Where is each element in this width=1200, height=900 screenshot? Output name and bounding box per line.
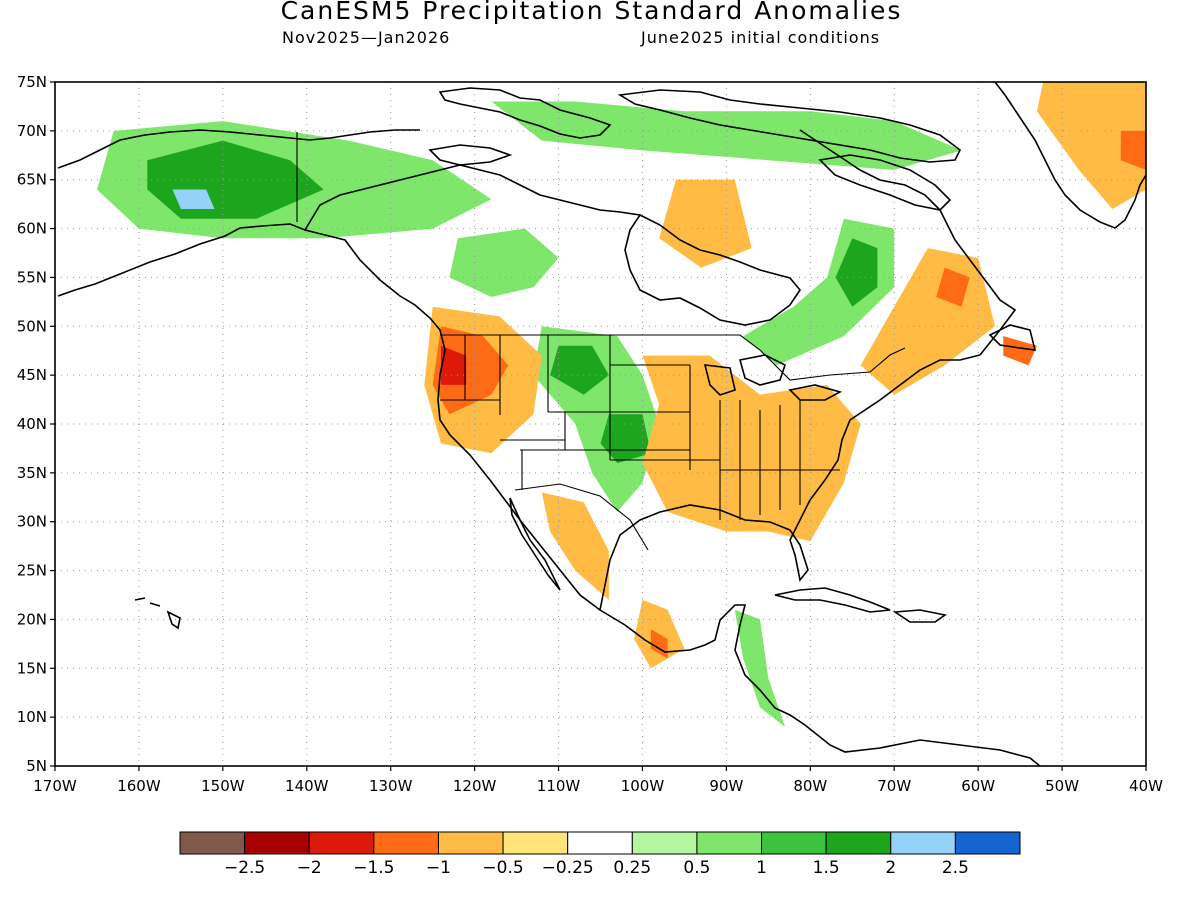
anomaly-layer — [97, 82, 1146, 727]
cuba-coastline — [774, 587, 891, 613]
colorbar-swatch — [825, 831, 892, 855]
lon-tick-label: 150W — [201, 777, 245, 795]
anomaly-region-southeast-dry — [642, 355, 861, 542]
lat-tick-label: 25N — [17, 562, 47, 580]
anomaly-region-alaska-peak — [172, 189, 215, 209]
forecast-period: Nov2025—Jan2026 — [282, 28, 451, 47]
lon-tick-label: 80W — [793, 777, 827, 795]
lat-tick-label: 40N — [17, 415, 47, 433]
colorbar-label: 1.5 — [813, 858, 840, 878]
arctic-coastline — [304, 164, 641, 231]
baffin-island — [818, 154, 952, 211]
colorbar-swatch — [954, 831, 1021, 855]
anomaly-region-newfoundland-core — [1003, 336, 1037, 366]
lat-tick-label: 20N — [17, 610, 47, 628]
anomaly-region-hudson-dry — [659, 179, 752, 268]
anomaly-region-greenland-core — [1120, 130, 1146, 170]
labrador-coastline — [799, 129, 1017, 356]
colorbar-swatch — [567, 831, 633, 855]
colorbar-swatch — [244, 831, 310, 855]
lon-tick-label: 70W — [877, 777, 911, 795]
anomaly-region-central-america-wet — [734, 609, 786, 727]
lon-tick-label: 60W — [961, 777, 995, 795]
lon-tick-label: 120W — [453, 777, 497, 795]
lat-tick-label: 30N — [17, 513, 47, 531]
lat-tick-label: 15N — [17, 659, 47, 677]
lat-tick-label: 50N — [17, 317, 47, 335]
colorbar-label: −0.5 — [482, 858, 523, 878]
lat-tick-label: 65N — [17, 171, 47, 189]
colorbar-label: 0.25 — [613, 858, 651, 878]
colorbar-swatch — [761, 831, 827, 855]
lat-tick-label: 60N — [17, 220, 47, 238]
alaska-north-coastline — [57, 129, 420, 169]
baja-coastline — [509, 497, 561, 591]
colorbar-label: 0.5 — [683, 858, 710, 878]
lon-tick-label: 110W — [537, 777, 581, 795]
lon-tick-label: 170W — [33, 777, 77, 795]
anomaly-region-pacific-nw-core — [432, 326, 509, 415]
colorbar-label: 1 — [756, 858, 767, 878]
anomaly-region-plains-core — [550, 345, 609, 395]
greenland-coastline — [994, 82, 1146, 229]
colorbar-swatch — [696, 831, 763, 855]
coastlines — [57, 82, 1146, 766]
colorbar-label: −1.5 — [353, 858, 394, 878]
anomaly-region-kansas-core — [600, 414, 651, 464]
lat-tick-label: 10N — [17, 708, 47, 726]
political-borders — [296, 132, 906, 551]
lon-tick-label: 160W — [117, 777, 161, 795]
anomaly-region-southwest-dry — [541, 492, 609, 600]
anomaly-region-arctic-islands-wet — [491, 101, 962, 170]
newfoundland-coastline — [988, 324, 1037, 351]
state-lines — [440, 335, 840, 520]
anomaly-region-greenland-dry — [1036, 82, 1146, 209]
us-canada-border — [440, 334, 906, 381]
lat-tick-label: 5N — [26, 757, 47, 775]
lat-tick-label: 55N — [17, 268, 47, 286]
lon-tick-label: 90W — [709, 777, 743, 795]
hawaii-islands — [134, 597, 181, 630]
colorbar-swatch — [179, 831, 246, 855]
anomaly-region-quebec-wet — [743, 218, 895, 366]
colorbar-label: 2.5 — [942, 858, 969, 878]
colorbar: −2.5 −2 −1.5 −1 −0.5 −0.25 0.25 0.5 1 1.5 2 2.5 — [179, 831, 1021, 878]
colorbar-swatch — [890, 831, 956, 855]
arctic-island-3 — [428, 144, 513, 166]
colorbar-swatch — [631, 831, 698, 855]
axes: 170W 160W 150W 140W 130W 120W 110W 100W 90W 80W 70… — [17, 73, 1163, 795]
chart-title: CanESM5 Precipitation Standard Anomalies — [280, 0, 903, 25]
anomaly-region-western-canada-wet — [449, 228, 559, 297]
anomaly-region-pacific-nw-peak — [441, 345, 467, 385]
hispaniola-coastline — [892, 609, 947, 623]
us-mexico-border — [514, 483, 649, 551]
lon-tick-label: 100W — [621, 777, 665, 795]
lat-tick-label: 70N — [17, 122, 47, 140]
lon-tick-label: 130W — [369, 777, 413, 795]
colorbar-label: −2 — [297, 858, 322, 878]
arctic-island-2 — [617, 89, 962, 163]
lon-tick-label: 140W — [285, 777, 329, 795]
gulf-coastline — [599, 354, 981, 611]
lat-tick-label: 75N — [17, 73, 47, 91]
colorbar-swatch — [502, 831, 569, 855]
colorbar-swatch — [308, 831, 375, 855]
colorbar-swatch — [373, 831, 439, 855]
lon-tick-label: 50W — [1045, 777, 1079, 795]
lat-tick-label: 35N — [17, 464, 47, 482]
lon-tick-label: 40W — [1129, 777, 1163, 795]
colorbar-label: −0.25 — [542, 858, 594, 878]
colorbar-label: −2.5 — [224, 858, 265, 878]
anomaly-region-quebec-core — [835, 238, 878, 307]
arctic-island-1 — [438, 87, 612, 139]
colorbar-swatch — [437, 831, 504, 855]
anomaly-region-mexico-dry — [634, 599, 685, 669]
initial-conditions: June2025 initial conditions — [641, 28, 881, 47]
lat-tick-label: 45N — [17, 366, 47, 384]
colorbar-label: 2 — [885, 858, 896, 878]
colorbar-label: −1 — [426, 858, 451, 878]
hudson-bay-coastline — [624, 213, 801, 326]
